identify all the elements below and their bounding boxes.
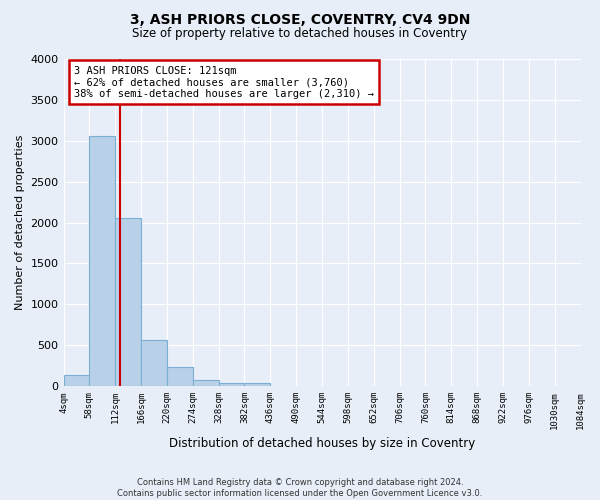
Bar bbox=[167, 366, 193, 386]
Text: 3, ASH PRIORS CLOSE, COVENTRY, CV4 9DN: 3, ASH PRIORS CLOSE, COVENTRY, CV4 9DN bbox=[130, 12, 470, 26]
Bar bbox=[141, 340, 167, 386]
Text: 3 ASH PRIORS CLOSE: 121sqm
← 62% of detached houses are smaller (3,760)
38% of s: 3 ASH PRIORS CLOSE: 121sqm ← 62% of deta… bbox=[74, 66, 374, 98]
Bar bbox=[218, 383, 244, 386]
Y-axis label: Number of detached properties: Number of detached properties bbox=[15, 135, 25, 310]
Bar bbox=[115, 218, 141, 386]
Bar bbox=[193, 380, 218, 386]
X-axis label: Distribution of detached houses by size in Coventry: Distribution of detached houses by size … bbox=[169, 437, 475, 450]
Bar bbox=[244, 384, 271, 386]
Bar bbox=[89, 136, 115, 386]
Text: Size of property relative to detached houses in Coventry: Size of property relative to detached ho… bbox=[133, 28, 467, 40]
Bar bbox=[64, 374, 89, 386]
Text: Contains HM Land Registry data © Crown copyright and database right 2024.
Contai: Contains HM Land Registry data © Crown c… bbox=[118, 478, 482, 498]
